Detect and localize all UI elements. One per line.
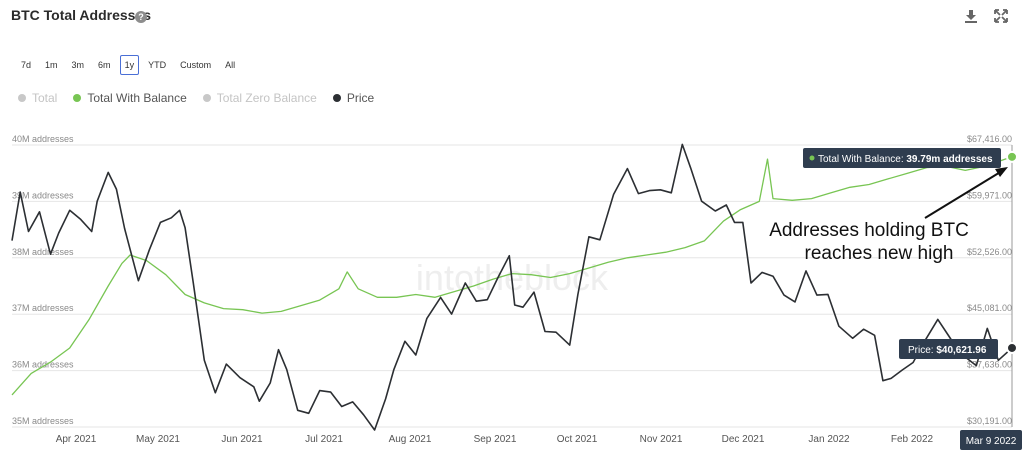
legend-item-total[interactable]: Total [18,91,57,105]
annotation-line-1: Addresses holding BTC [769,220,969,241]
annotation-line-2: reaches new high [805,243,954,264]
price-tooltip-text: Price: $40,621.96 [908,345,987,356]
range-selector: 7d 1m 3m 6m 1y YTD Custom All [16,55,241,75]
x-hover-label: Mar 9 2022 [966,436,1017,447]
annotation-arrow-head [995,167,1008,177]
legend-label: Total Zero Balance [216,91,317,105]
legend-label: Total With Balance [87,91,187,105]
chart-legend: Total Total With Balance Total Zero Balanc… [18,91,374,105]
y-left-tick-label: 37M addresses [12,303,74,313]
y-left-tick-label: 36M addresses [12,360,74,370]
x-tick-label: Apr 2021 [56,434,97,445]
legend-label: Price [346,91,375,105]
legend-item-total-zero-balance[interactable]: Total Zero Balance [202,91,317,105]
legend-label: Total [32,91,58,105]
y-left-tick-label: 40M addresses [12,134,74,144]
x-tick-label: Oct 2021 [557,434,598,445]
balance-tooltip-box [803,148,1001,168]
range-button-1y[interactable]: 1y [119,55,140,75]
x-tick-label: Aug 2021 [389,434,432,445]
x-tick-label: May 2021 [136,434,180,445]
price-tooltip-box [899,339,998,359]
legend-item-price[interactable]: Price [332,91,375,105]
legend-dot [73,94,82,102]
legend-item-total-with-balance[interactable]: Total With Balance [73,91,187,105]
x-hover-label-box [960,430,1022,450]
x-tick-label: Sep 2021 [474,434,517,445]
y-right-tick-label: $30,191.00 [967,416,1012,426]
legend-dot [332,94,341,102]
y-right-tick-label: $37,636.00 [967,360,1012,370]
x-tick-label: Nov 2021 [640,434,683,445]
y-left-tick-label: 38M addresses [12,247,74,257]
y-right-tick-label: $45,081.00 [967,303,1012,313]
legend-dot [202,94,211,102]
range-button-1m[interactable]: 1m [40,55,63,75]
y-right-tick-label: $59,971.00 [967,190,1012,200]
x-tick-label: Jun 2021 [221,434,263,445]
balance-marker [1006,150,1018,163]
x-tick-label: Dec 2021 [722,434,765,445]
balance-tooltip-text: Total With Balance: 39.79m addresses [818,154,993,165]
legend-dot [18,94,26,102]
series-line-price [11,143,1013,431]
x-tick-label: Jan 2022 [808,434,850,445]
range-button-all[interactable]: All [220,55,241,75]
range-button-7d[interactable]: 7d [16,55,37,75]
y-right-tick-label: $52,526.00 [967,247,1012,257]
series-line-total-with-balance [11,156,1013,396]
help-icon[interactable]: ? [135,11,147,23]
y-left-tick-label: 39M addresses [12,190,74,200]
annotation-arrow-line [924,170,1003,219]
range-button-ytd[interactable]: YTD [143,55,172,75]
fullscreen-icon[interactable] [993,8,1009,24]
x-tick-label: Feb 2022 [891,434,934,445]
range-button-custom[interactable]: Custom [175,55,217,75]
y-right-tick-label: $67,416.00 [967,134,1012,144]
price-marker [1006,341,1018,354]
page-title: BTC Total Addresses [11,7,152,23]
y-left-tick-label: 35M addresses [12,416,74,426]
download-icon[interactable] [963,8,979,24]
range-button-6m[interactable]: 6m [93,55,116,75]
x-tick-label: Jul 2021 [305,434,343,445]
balance-tooltip-dot [809,155,815,161]
range-button-3m[interactable]: 3m [66,55,90,75]
